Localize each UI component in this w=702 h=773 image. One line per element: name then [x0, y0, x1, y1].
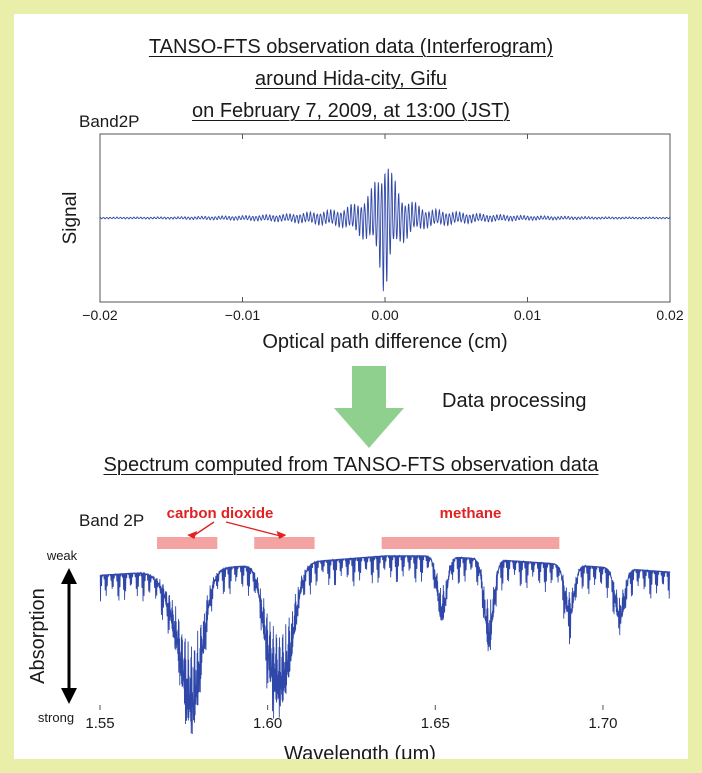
absorption-axis-arrowhead-up [61, 568, 77, 584]
x-tick-label: −0.02 [82, 307, 118, 323]
spectrum-series-line [100, 556, 670, 734]
y-scale-strong-label: strong [38, 710, 74, 725]
x-tick-label: 1.60 [253, 715, 282, 732]
x-tick-label: 0.01 [514, 307, 541, 323]
x-tick-label: 0.02 [656, 307, 683, 323]
x-tick-label: 1.70 [588, 715, 617, 732]
interferogram-chart: Band2P −0.02 −0.01 0.00 0.01 0.02 Optical path… [14, 14, 688, 374]
data-processing-label: Data processing [442, 390, 587, 413]
x-tick-label: −0.01 [225, 307, 261, 323]
panel-label-band-2p: Band 2P [79, 511, 144, 530]
panel-label-band2p: Band2P [79, 112, 140, 131]
y-axis-label: Absorption [27, 588, 49, 684]
carbon-dioxide-label: carbon dioxide [167, 505, 274, 522]
y-scale-weak-label: weak [46, 548, 78, 563]
methane-band [382, 537, 560, 549]
co2-pointer-right [226, 522, 280, 536]
spectrum-title: Spectrum computed from TANSO-FTS observa… [14, 454, 688, 477]
co2-band [254, 537, 314, 549]
co2-band [157, 537, 217, 549]
x-axis-label: Wavelength (μm) [284, 743, 436, 759]
absorption-axis-arrowhead-down [61, 688, 77, 704]
processing-arrow [329, 366, 409, 456]
spectrum-chart: Band 2P carbon dioxide methane 1.55 1.60 1.65… [14, 484, 688, 759]
figure-frame: TANSO-FTS observation data (Interferogra… [14, 14, 688, 759]
y-axis-label: Signal [60, 192, 81, 245]
x-axis-label: Optical path difference (cm) [262, 331, 507, 353]
x-tick-label: 1.65 [421, 715, 450, 732]
co2-pointer-left [193, 522, 214, 536]
down-arrow-shape [334, 366, 404, 448]
interferogram-series-line [100, 169, 670, 292]
x-tick-label: 1.55 [85, 715, 114, 732]
methane-label: methane [440, 505, 502, 522]
x-tick-label: 0.00 [371, 307, 398, 323]
